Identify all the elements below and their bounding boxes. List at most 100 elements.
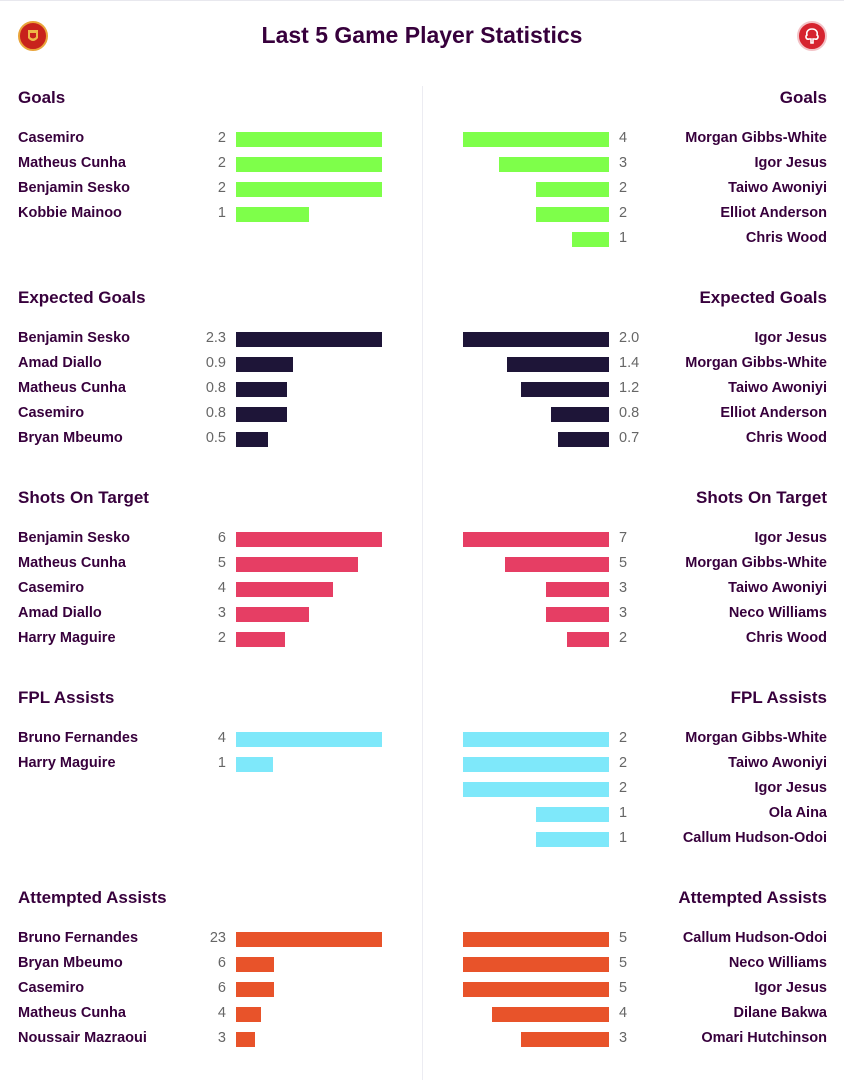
stat-bar bbox=[236, 182, 382, 197]
stat-value-label: 5 bbox=[217, 555, 226, 571]
stat-bar bbox=[558, 432, 609, 447]
stat-value-label: 2 bbox=[217, 180, 226, 196]
stat-bar bbox=[236, 1007, 261, 1022]
stat-value-label: 2 bbox=[217, 630, 226, 646]
section-title-home: Expected Goals bbox=[18, 288, 146, 307]
player-name: Amad Diallo bbox=[18, 355, 102, 371]
player-name: Amad Diallo bbox=[18, 605, 102, 621]
player-name: Morgan Gibbs-White bbox=[685, 555, 827, 571]
stat-bar bbox=[236, 957, 274, 972]
player-name: Omari Hutchinson bbox=[701, 1030, 827, 1046]
player-name: Neco Williams bbox=[728, 605, 827, 621]
stat-bar bbox=[236, 982, 274, 997]
player-name: Harry Maguire bbox=[18, 630, 116, 646]
stat-bar bbox=[546, 607, 609, 622]
stat-value-label: 1 bbox=[217, 755, 226, 771]
section-title-home: FPL Assists bbox=[18, 688, 115, 707]
stat-value-label: 4 bbox=[217, 580, 226, 596]
section-title-home: Goals bbox=[18, 88, 66, 107]
top-border bbox=[0, 0, 844, 1]
player-name: Elliot Anderson bbox=[720, 205, 827, 221]
stat-bar bbox=[463, 532, 609, 547]
page-title: Last 5 Game Player Statistics bbox=[261, 22, 583, 48]
player-name: Igor Jesus bbox=[754, 780, 827, 796]
stat-bar bbox=[536, 807, 609, 822]
player-name: Igor Jesus bbox=[754, 155, 827, 171]
player-name: Bryan Mbeumo bbox=[18, 430, 123, 446]
section-title-home: Attempted Assists bbox=[18, 888, 167, 907]
player-name: Taiwo Awoniyi bbox=[728, 580, 827, 596]
player-name: Matheus Cunha bbox=[18, 555, 126, 571]
player-name: Taiwo Awoniyi bbox=[728, 380, 827, 396]
stat-value-label: 3 bbox=[619, 155, 628, 171]
stat-value-label: 6 bbox=[217, 980, 226, 996]
player-name: Bruno Fernandes bbox=[18, 930, 139, 946]
section-title-away: Attempted Assists bbox=[678, 888, 827, 907]
player-name: Casemiro bbox=[18, 980, 85, 996]
stat-value-label: 1.2 bbox=[619, 380, 640, 396]
player-name: Chris Wood bbox=[745, 430, 827, 446]
stat-bar bbox=[505, 557, 609, 572]
stat-bar bbox=[536, 832, 609, 847]
stat-bar bbox=[567, 632, 609, 647]
stat-value-label: 4 bbox=[619, 1005, 628, 1021]
stat-value-label: 4 bbox=[217, 730, 226, 746]
stat-value-label: 0.7 bbox=[619, 430, 640, 446]
section-title-away: FPL Assists bbox=[730, 688, 827, 707]
player-name: Taiwo Awoniyi bbox=[728, 180, 827, 196]
stat-bar bbox=[536, 182, 609, 197]
player-name: Benjamin Sesko bbox=[18, 530, 131, 546]
player-name: Benjamin Sesko bbox=[18, 180, 131, 196]
stat-bar bbox=[236, 532, 382, 547]
stat-value-label: 1 bbox=[217, 205, 226, 221]
center-divider bbox=[422, 86, 423, 1080]
player-name: Chris Wood bbox=[745, 230, 827, 246]
stat-value-label: 5 bbox=[619, 955, 628, 971]
player-name: Matheus Cunha bbox=[18, 155, 126, 171]
player-name: Taiwo Awoniyi bbox=[728, 755, 827, 771]
stat-bar bbox=[463, 982, 609, 997]
player-name: Benjamin Sesko bbox=[18, 330, 131, 346]
stat-value-label: 4 bbox=[619, 130, 628, 146]
stat-value-label: 0.8 bbox=[205, 405, 226, 421]
player-name: Dilane Bakwa bbox=[733, 1005, 828, 1021]
stat-value-label: 3 bbox=[619, 605, 628, 621]
player-name: Noussair Mazraoui bbox=[18, 1030, 147, 1046]
stat-bar bbox=[536, 207, 609, 222]
stat-bar bbox=[236, 332, 382, 347]
player-name: Bryan Mbeumo bbox=[18, 955, 123, 971]
stat-bar bbox=[463, 782, 609, 797]
stat-value-label: 1 bbox=[619, 805, 628, 821]
player-name: Casemiro bbox=[18, 130, 85, 146]
stat-bar bbox=[463, 332, 609, 347]
stat-bar bbox=[236, 1032, 255, 1047]
stat-value-label: 23 bbox=[209, 930, 226, 946]
stat-bar bbox=[546, 582, 609, 597]
stat-value-label: 7 bbox=[619, 530, 628, 546]
stat-bar bbox=[236, 607, 309, 622]
stat-bar bbox=[551, 407, 609, 422]
stat-value-label: 6 bbox=[217, 530, 226, 546]
stat-bar bbox=[236, 157, 382, 172]
stat-value-label: 1 bbox=[619, 830, 628, 846]
player-name: Chris Wood bbox=[745, 630, 827, 646]
stat-value-label: 3 bbox=[619, 1030, 628, 1046]
stat-value-label: 2 bbox=[619, 780, 628, 796]
stat-value-label: 0.5 bbox=[205, 430, 226, 446]
section-title-away: Expected Goals bbox=[699, 288, 827, 307]
player-name: Morgan Gibbs-White bbox=[685, 355, 827, 371]
stat-bar bbox=[463, 957, 609, 972]
stat-value-label: 2 bbox=[619, 755, 628, 771]
stat-value-label: 1.4 bbox=[619, 355, 640, 371]
stat-value-label: 0.8 bbox=[619, 405, 640, 421]
stat-bar bbox=[236, 557, 358, 572]
stat-value-label: 2.0 bbox=[619, 330, 640, 346]
stat-value-label: 2 bbox=[619, 630, 628, 646]
player-name: Casemiro bbox=[18, 405, 85, 421]
player-name: Morgan Gibbs-White bbox=[685, 130, 827, 146]
player-name: Matheus Cunha bbox=[18, 1005, 126, 1021]
stat-bar bbox=[572, 232, 609, 247]
stat-bar bbox=[236, 407, 287, 422]
nottingham-forest-crest-icon bbox=[797, 21, 827, 51]
section-title-away: Goals bbox=[779, 88, 827, 107]
